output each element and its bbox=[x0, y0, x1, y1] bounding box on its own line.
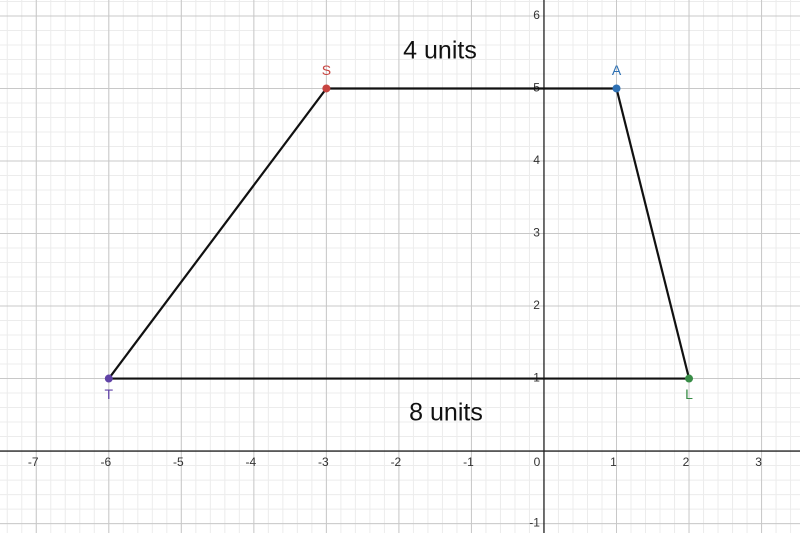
x-tick-label: -7 bbox=[28, 455, 39, 469]
point bbox=[322, 84, 331, 93]
x-tick-label: -3 bbox=[318, 455, 329, 469]
point-label: T bbox=[105, 386, 114, 402]
y-tick-label: 4 bbox=[533, 153, 540, 167]
x-tick-label: -1 bbox=[463, 455, 474, 469]
point bbox=[104, 374, 113, 383]
x-tick-label: 0 bbox=[534, 455, 541, 469]
x-tick-label: 3 bbox=[755, 455, 762, 469]
x-tick-label: -2 bbox=[391, 455, 402, 469]
annotation: 8 units bbox=[409, 399, 483, 427]
point-label: A bbox=[612, 62, 622, 78]
y-tick-label: 2 bbox=[533, 298, 540, 312]
x-tick-label: 2 bbox=[683, 455, 690, 469]
y-tick-label: 6 bbox=[533, 8, 540, 22]
y-tick-label: 3 bbox=[533, 226, 540, 240]
annotation: 4 units bbox=[403, 37, 477, 65]
point bbox=[612, 84, 621, 93]
x-tick-label: 1 bbox=[610, 455, 617, 469]
y-tick-label: -1 bbox=[529, 516, 540, 530]
point-label: S bbox=[322, 62, 331, 78]
x-tick-label: -5 bbox=[173, 455, 184, 469]
point bbox=[685, 374, 694, 383]
point-label: L bbox=[685, 386, 693, 402]
x-tick-label: -4 bbox=[246, 455, 257, 469]
x-tick-label: -6 bbox=[100, 455, 111, 469]
